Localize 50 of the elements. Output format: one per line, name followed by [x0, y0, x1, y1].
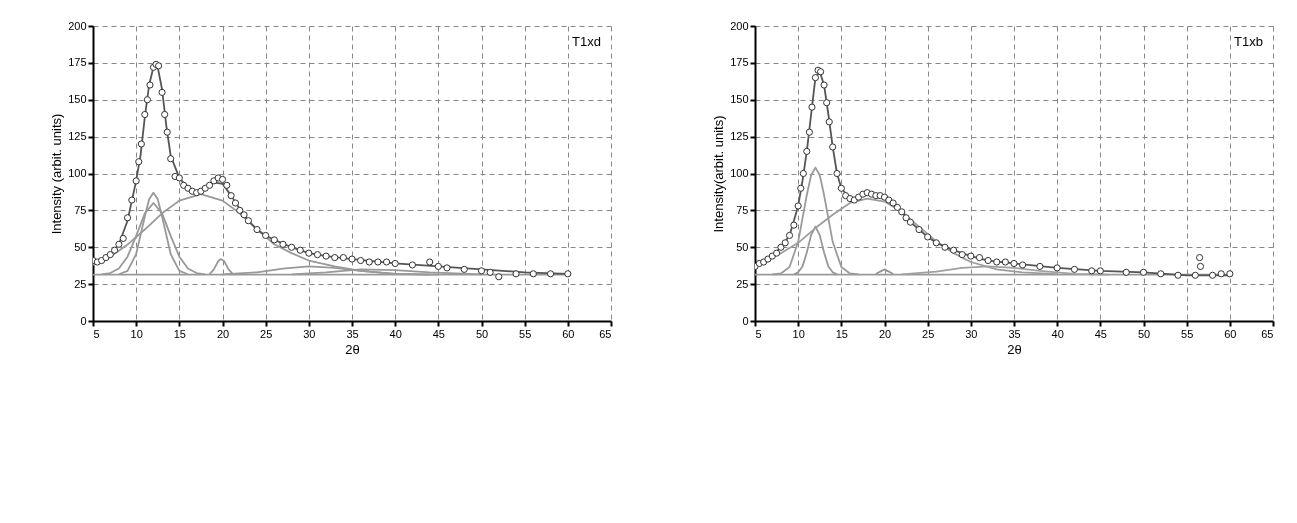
y-tick-label: 100 [730, 167, 749, 179]
x-tick-label: 55 [519, 327, 532, 340]
x-tick-label: 15 [835, 327, 848, 340]
x-tick-label: 35 [346, 327, 359, 340]
x-tick-label: 50 [1137, 327, 1151, 340]
x-tick-label: 45 [432, 327, 445, 340]
x-tick-label: 45 [1094, 327, 1107, 340]
x-tick-label: 60 [1224, 327, 1237, 340]
y-tick-label: 200 [730, 19, 749, 32]
x-tick-label: 20 [216, 327, 230, 340]
y-tick-label: 50 [736, 240, 749, 253]
y-tick-label: 50 [74, 240, 87, 253]
x-tick-label: 25 [922, 327, 935, 340]
y-tick-label: 200 [68, 19, 87, 32]
x-tick-label: 20 [878, 327, 892, 340]
y-tick-label: 175 [68, 56, 87, 69]
y-tick-label: 150 [68, 93, 87, 106]
x-tick-label: 35 [1008, 327, 1021, 340]
y-tick-label: 0 [742, 314, 749, 327]
x-tick-label: 30 [303, 327, 316, 340]
y-tick-label: 125 [730, 130, 749, 143]
x-tick-label: 10 [792, 327, 805, 340]
x-tick-label: 10 [130, 327, 143, 340]
x-tick-label: 5 [755, 327, 762, 340]
y-tick-label: 175 [730, 56, 749, 69]
y-tick-label: 25 [736, 277, 749, 290]
x-tick-label: 40 [389, 327, 402, 340]
x-tick-label: 65 [599, 327, 612, 340]
x-tick-label: 65 [1261, 327, 1274, 340]
y-tick-label: 25 [74, 277, 87, 290]
y-axis-title: Intensity (arbit. units) [49, 113, 65, 235]
x-axis-title: 2θ [1007, 341, 1022, 357]
y-tick-label: 100 [68, 167, 87, 179]
text: T1xd [572, 34, 601, 49]
x-tick-label: 30 [965, 327, 978, 340]
text: T1xb [1234, 34, 1263, 49]
y-tick-label: 125 [68, 130, 87, 143]
y-tick-label: 75 [74, 203, 87, 216]
x-tick-label: 50 [475, 327, 489, 340]
y-tick-label: 0 [80, 314, 87, 327]
x-tick-label: 5 [93, 327, 100, 340]
x-tick-label: 15 [173, 327, 186, 340]
x-tick-label: 55 [1181, 327, 1194, 340]
x-tick-label: 60 [562, 327, 575, 340]
y-tick-label: 150 [730, 93, 749, 106]
x-tick-label: 25 [260, 327, 273, 340]
x-tick-label: 40 [1051, 327, 1064, 340]
y-tick-label: 75 [736, 203, 749, 216]
x-axis-title: 2θ [345, 341, 360, 357]
y-axis-title: Intensity(arbit. units) [711, 115, 727, 233]
